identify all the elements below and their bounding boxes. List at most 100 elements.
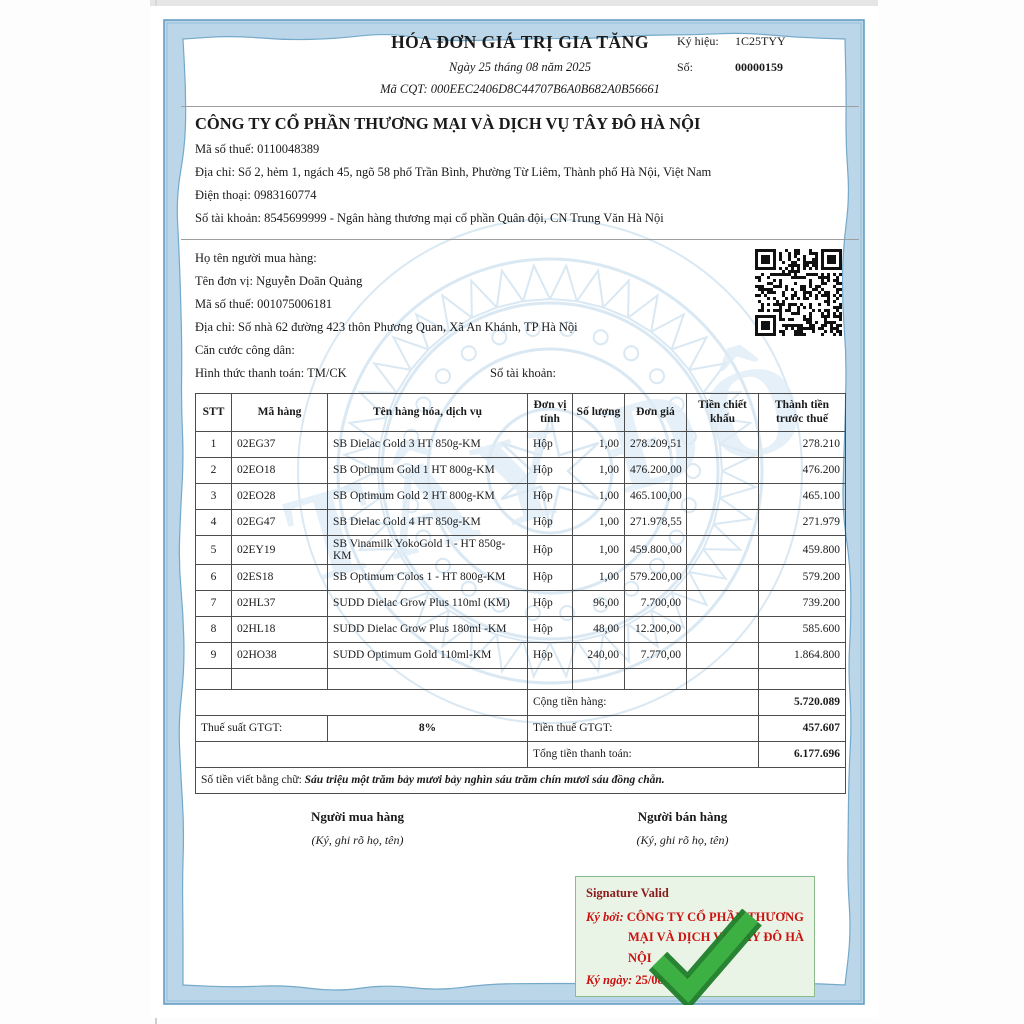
- payment-value: TM/CK: [307, 366, 347, 380]
- item-cell: Hộp: [527, 482, 573, 510]
- empty-cell: [758, 667, 846, 690]
- item-cell: 579.200: [758, 563, 846, 591]
- seller-sign-title: Người bán hàng: [637, 808, 728, 824]
- seller-address-line: Địa chỉ: Số 2, hẻm 1, ngách 45, ngõ 58 p…: [195, 161, 845, 184]
- item-cell: 02HO38: [231, 641, 328, 669]
- buyer-name-line: Họ tên người mua hàng:: [195, 251, 317, 265]
- item-row: 9 02HO38 SUDD Optimum Gold 110ml-KM Hộp 240,…: [195, 641, 846, 669]
- item-row: 1 02EG37 SB Dielac Gold 3 HT 850g-KM Hộp 1,0…: [195, 430, 846, 458]
- total-row: Tổng tiền thanh toán: 6.177.696: [195, 740, 846, 768]
- item-cell: 8: [195, 615, 232, 643]
- item-cell: SUDD Dielac Grow Plus 180ml -KM: [327, 615, 528, 643]
- item-cell: 1,00: [572, 456, 625, 484]
- item-cell: 465.100,00: [624, 482, 687, 510]
- empty-cell: [195, 667, 232, 690]
- item-cell: [686, 430, 759, 458]
- item-cell: [686, 534, 759, 565]
- seller-name: CÔNG TY CỔ PHẦN THƯƠNG MẠI VÀ DỊCH VỤ TÂ…: [195, 114, 701, 133]
- buyer-unit-label: Tên đơn vị:: [195, 274, 253, 288]
- item-cell: 02ES18: [231, 563, 328, 591]
- seller-block: CÔNG TY CỔ PHẦN THƯƠNG MẠI VÀ DỊCH VỤ TÂ…: [195, 114, 845, 230]
- item-cell: 1,00: [572, 534, 625, 565]
- serial-row: Ký hiệu: 1C25TYY: [677, 34, 845, 49]
- buyer-address-label: Địa chỉ:: [195, 320, 235, 334]
- item-cell: Hộp: [527, 589, 573, 617]
- seller-tax-label: Mã số thuế:: [195, 142, 255, 156]
- item-cell: [686, 508, 759, 536]
- col-so-luong: Số lượng: [572, 393, 625, 432]
- seller-phone-value: 0983160774: [254, 188, 317, 202]
- item-cell: SB Dielac Gold 3 HT 850g-KM: [327, 430, 528, 458]
- buyer-tax-line: Mã số thuế: 001075006181: [195, 293, 845, 316]
- invoice-cqt: Mã CQT: 000EEC2406D8C44707B6A0B682A0B566…: [195, 82, 845, 97]
- col-chiet-khau: Tiền chiết khấu: [686, 393, 759, 432]
- item-cell: [686, 456, 759, 484]
- item-cell: 459.800,00: [624, 534, 687, 565]
- divider-seller: [181, 239, 859, 240]
- payment-label: Hình thức thanh toán:: [195, 366, 305, 380]
- vat-rate-value: 8%: [327, 714, 528, 742]
- qr-code: [755, 249, 842, 336]
- serial-label: Ký hiệu:: [677, 34, 719, 48]
- item-row: 5 02EY19 SB Vinamilk YokoGold 1 - HT 850g-…: [195, 534, 846, 565]
- item-row: 6 02ES18 SB Optimum Colos 1 - HT 800g-KM Hộ…: [195, 563, 846, 591]
- item-cell: SB Optimum Gold 2 HT 800g-KM: [327, 482, 528, 510]
- item-cell: [686, 482, 759, 510]
- item-cell: 6: [195, 563, 232, 591]
- invoice-page: TÂY ĐÔ HÓA ĐƠN GIÁ TRỊ GIA TĂNG Ngày 25 …: [150, 6, 878, 1018]
- item-cell: 1,00: [572, 563, 625, 591]
- buyer-block: Họ tên người mua hàng: Tên đơn vị: Nguyễ…: [195, 247, 845, 385]
- item-cell: Hộp: [527, 563, 573, 591]
- item-row: 2 02EO18 SB Optimum Gold 1 HT 800g-KM Hộp 1,…: [195, 456, 846, 484]
- vat-rate-label: Thuế suất GTGT:: [195, 714, 328, 742]
- item-cell: 1,00: [572, 482, 625, 510]
- item-cell: 240,00: [572, 641, 625, 669]
- item-cell: SB Optimum Colos 1 - HT 800g-KM: [327, 563, 528, 591]
- item-cell: SB Vinamilk YokoGold 1 - HT 850g-KM: [327, 534, 528, 565]
- empty-cell: [624, 667, 687, 690]
- buyer-sign-title: Người mua hàng: [310, 808, 405, 824]
- item-cell: 7.770,00: [624, 641, 687, 669]
- col-don-gia: Đơn giá: [624, 393, 687, 432]
- subtotal-label: Cộng tiền hàng:: [527, 688, 759, 716]
- seller-bank-value: 8545699999 - Ngân hàng thương mại cổ phầ…: [264, 211, 664, 225]
- item-cell: 7.700,00: [624, 589, 687, 617]
- col-don-vi-tinh: Đơn vị tính: [527, 393, 573, 432]
- number-value: 00000159: [735, 60, 783, 74]
- cqt-label: Mã CQT:: [380, 82, 428, 96]
- item-cell: Hộp: [527, 615, 573, 643]
- item-cell: 02EY19: [231, 534, 328, 565]
- item-cell: 739.200: [758, 589, 846, 617]
- words-label: Số tiền viết bằng chữ:: [201, 774, 302, 787]
- divider-header: [181, 106, 859, 107]
- buyer-signature-area: Người mua hàng (Ký, ghi rõ họ, tên): [195, 809, 520, 848]
- item-cell: 96,00: [572, 589, 625, 617]
- item-cell: SUDD Optimum Gold 110ml-KM: [327, 641, 528, 669]
- item-cell: 9: [195, 641, 232, 669]
- item-cell: 1,00: [572, 508, 625, 536]
- payment-line: Hình thức thanh toán: TM/CK Số tài khoản…: [195, 362, 845, 385]
- signed-by-text: Ký bởi: CÔNG TY CỔ PHẦN THƯƠNG MẠI VÀ DỊ…: [586, 907, 804, 969]
- invoice-header: HÓA ĐƠN GIÁ TRỊ GIA TĂNG Ngày 25 tháng 0…: [195, 32, 845, 97]
- items-table: STT Mã hàng Tên hàng hóa, dịch vụ Đơn vị…: [195, 393, 846, 794]
- photo-edge-shadow: [150, 0, 878, 6]
- item-cell: Hộp: [527, 641, 573, 669]
- empty-cell: [527, 667, 573, 690]
- empty-cell: [572, 667, 625, 690]
- seller-address-label: Địa chỉ:: [195, 165, 235, 179]
- invoice-date: Ngày 25 tháng 08 năm 2025: [448, 60, 591, 74]
- green-check-icon: [648, 908, 762, 1005]
- item-cell: 3: [195, 482, 232, 510]
- seller-phone-label: Điện thoại:: [195, 188, 251, 202]
- empty-cell: [686, 667, 759, 690]
- buyer-address-value: Số nhà 62 đường 423 thôn Phương Quan, Xã…: [238, 320, 578, 334]
- amount-in-words-row: Số tiền viết bằng chữ: Sáu triệu một tră…: [195, 766, 846, 794]
- seller-bank-label: Số tài khoản:: [195, 211, 261, 225]
- item-cell: 12.200,00: [624, 615, 687, 643]
- item-cell: 476.200,00: [624, 456, 687, 484]
- invoice-title: HÓA ĐƠN GIÁ TRỊ GIA TĂNG: [391, 32, 649, 52]
- signed-by-label: Ký bởi:: [586, 909, 624, 924]
- item-cell: 02EG37: [231, 430, 328, 458]
- subtotal-row: Cộng tiền hàng: 5.720.089: [195, 688, 846, 716]
